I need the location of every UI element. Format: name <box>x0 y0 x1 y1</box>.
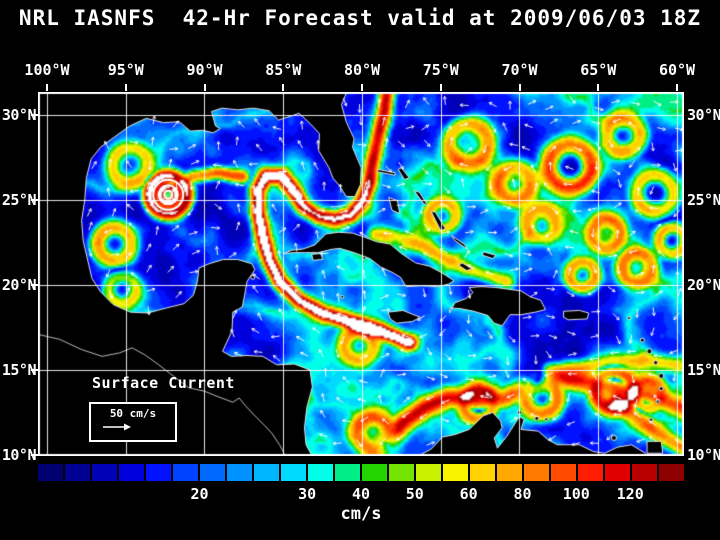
lon-tick-label: 90°W <box>186 61 223 79</box>
colorbar-tick-label: 30 <box>298 485 317 503</box>
colorbar-segment <box>308 464 333 481</box>
lat-tick-label-right: 15°N <box>687 361 720 379</box>
lat-tick-label-left: 10°N <box>1 446 37 464</box>
lon-tick-label: 60°W <box>658 61 696 79</box>
lat-tick-label-left: 30°N <box>1 106 37 124</box>
colorbar-segment <box>389 464 414 481</box>
colorbar-segment <box>578 464 603 481</box>
colorbar-segment <box>416 464 441 481</box>
lon-tick-mark <box>124 84 127 91</box>
colorbar-segment <box>38 464 63 481</box>
lon-tick-mark <box>203 84 206 91</box>
colorbar-segment <box>254 464 279 481</box>
lon-tick-mark <box>597 84 600 91</box>
lat-tick-mark <box>31 284 38 286</box>
lat-tick-label-left: 20°N <box>1 276 37 294</box>
lon-tick-mark <box>518 84 521 91</box>
lon-tick-label: 85°W <box>265 61 302 79</box>
colorbar-segment <box>470 464 495 481</box>
colorbar-tick-label: 50 <box>405 485 424 503</box>
colorbar-segment <box>551 464 576 481</box>
lon-tick-label: 95°W <box>107 61 144 79</box>
colorbar-segment <box>92 464 117 481</box>
colorbar-segment <box>497 464 522 481</box>
colorbar-segment <box>659 464 684 481</box>
colorbar-tick-label: 80 <box>513 485 532 503</box>
lat-tick-label-right: 20°N <box>687 276 720 294</box>
lon-tick-label: 80°W <box>343 61 381 79</box>
colorbar-segment <box>605 464 630 481</box>
colorbar-segment <box>632 464 657 481</box>
colorbar-segment <box>524 464 549 481</box>
colorbar-tick-label: 100 <box>562 485 590 503</box>
colorbar-segment <box>119 464 144 481</box>
colorbar-segment <box>335 464 360 481</box>
colorbar-units-label: cm/s <box>340 504 382 524</box>
lat-tick-label-right: 25°N <box>687 191 720 209</box>
colorbar-segment <box>281 464 306 481</box>
surface-current-map <box>38 92 684 456</box>
reference-vector-box: 50 cm/s <box>89 402 177 442</box>
lon-tick-mark <box>361 84 363 91</box>
lon-tick-mark <box>439 84 442 91</box>
colorbar-segment <box>227 464 252 481</box>
colorbar-tick-label: 20 <box>190 485 209 503</box>
lon-tick-mark <box>46 84 48 91</box>
colorbar-segment <box>65 464 90 481</box>
lon-tick-label: 70°W <box>501 61 538 79</box>
lat-tick-mark <box>31 114 38 116</box>
lat-tick-label-left: 25°N <box>1 191 37 209</box>
lon-tick-label: 75°W <box>422 61 459 79</box>
reference-vector-label: 50 cm/s <box>109 407 157 420</box>
lat-tick-label-left: 15°N <box>1 361 37 379</box>
colorbar-segment <box>443 464 468 481</box>
lat-tick-label-right: 10°N <box>687 446 720 464</box>
reference-arrow-icon <box>103 423 131 431</box>
colorbar-segment <box>146 464 171 481</box>
lon-tick-mark <box>282 84 285 91</box>
colorbar-segment <box>362 464 387 481</box>
surface-current-label: Surface Current <box>92 374 235 392</box>
plot-title: NRL IASNFS 42-Hr Forecast valid at 2009/… <box>18 6 702 30</box>
colorbar-tick-label: 40 <box>351 485 371 503</box>
lon-tick-label: 100°W <box>24 61 70 79</box>
lat-tick-mark <box>31 454 38 456</box>
colorbar-segment <box>173 464 198 481</box>
colorbar <box>38 464 684 481</box>
lat-tick-mark <box>31 199 38 201</box>
lon-tick-mark <box>676 84 678 91</box>
colorbar-tick-label: 120 <box>616 485 644 503</box>
lat-tick-label-right: 30°N <box>687 106 720 124</box>
lon-tick-label: 65°W <box>580 61 617 79</box>
colorbar-tick-label: 60 <box>459 485 478 503</box>
colorbar-segment <box>200 464 225 481</box>
lat-tick-mark <box>31 369 38 371</box>
